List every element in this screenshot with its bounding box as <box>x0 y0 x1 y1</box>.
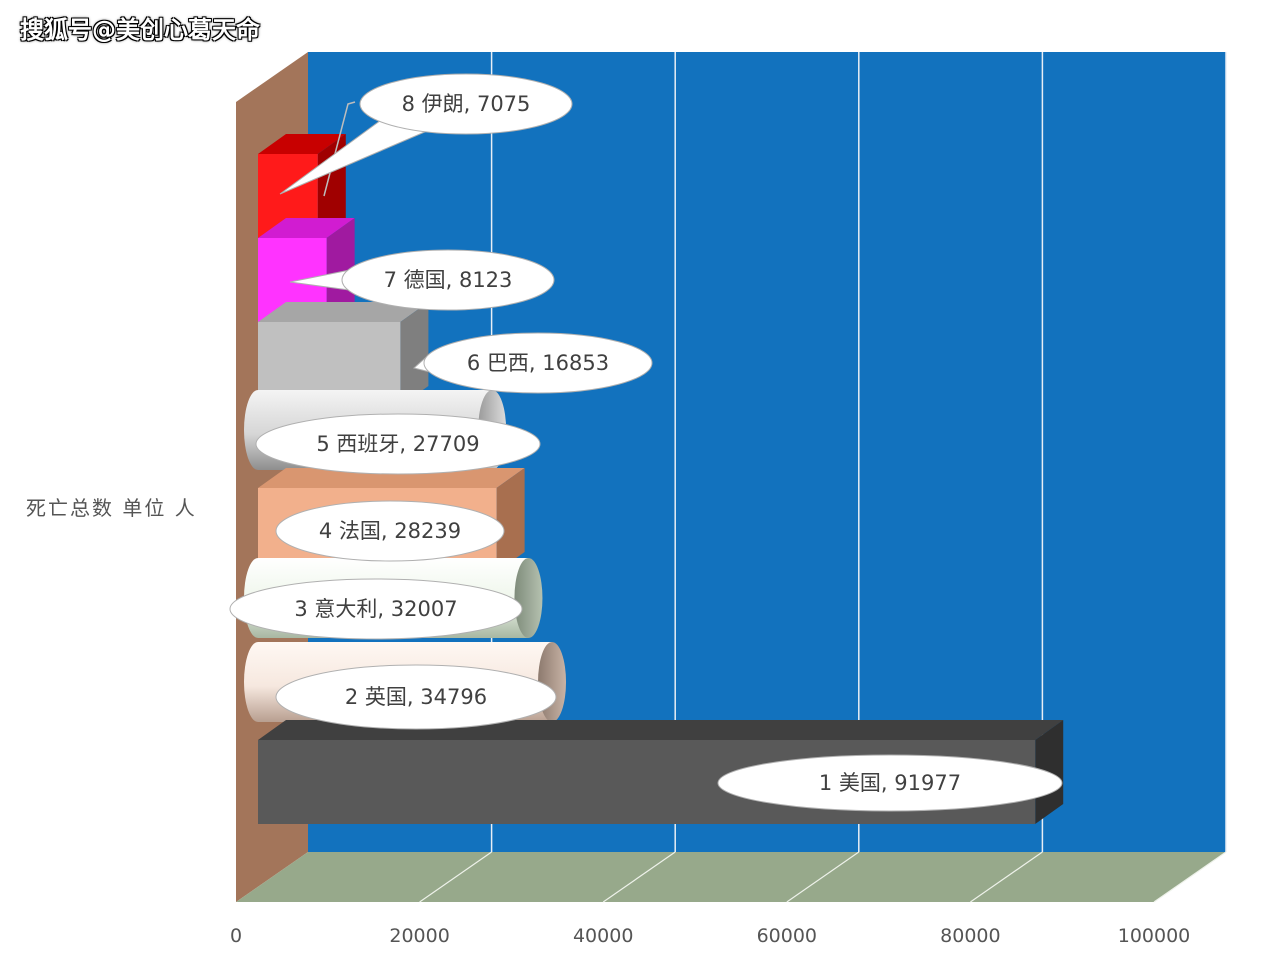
watermark-text: 搜狐号@美创心葛天命 <box>20 16 260 44</box>
x-tick-label: 100000 <box>1117 925 1191 947</box>
bar-side-face <box>400 302 429 406</box>
data-label: 6 巴西, 16853 <box>467 351 609 375</box>
gridline-floor <box>786 851 860 903</box>
callout-bubble <box>275 500 505 562</box>
callout-bubble <box>229 578 523 640</box>
data-label: 4 法国, 28239 <box>319 519 461 543</box>
data-label: 5 西班牙, 27709 <box>316 432 479 456</box>
gridline-floor <box>970 851 1043 903</box>
floor <box>236 852 1226 902</box>
bar-top-face <box>258 134 346 154</box>
data-label: 2 英国, 34796 <box>345 685 487 709</box>
bar-side-face <box>326 218 355 322</box>
x-tick-label: 20000 <box>389 925 450 947</box>
bar-side-face <box>496 468 525 572</box>
gridline-floor <box>602 851 676 903</box>
callout-bubble <box>717 754 1063 812</box>
data-label: 8 伊朗, 7075 <box>402 92 531 116</box>
bar-top-face <box>258 218 355 238</box>
x-tick-label: 80000 <box>940 925 1001 947</box>
data-label: 7 德国, 8123 <box>384 268 513 292</box>
callout-bubble <box>255 413 541 475</box>
x-tick-label: 0 <box>229 925 243 947</box>
bar-cap <box>514 558 543 638</box>
data-label-callouts: 1 美国, 91977 2 英国, 34796 3 意大利, 32007 4 法国, … <box>229 73 1063 812</box>
gridline-floor <box>419 851 492 903</box>
data-label: 3 意大利, 32007 <box>294 597 457 621</box>
callout-bubble-fill <box>425 334 651 392</box>
gridline-floor <box>1153 851 1227 903</box>
x-tick-label: 40000 <box>572 925 634 947</box>
bar-top-face <box>258 468 525 488</box>
y-axis-label: 死亡总数 单位 人 <box>26 496 197 520</box>
data-label: 1 美国, 91977 <box>819 771 961 795</box>
x-tick-label: 60000 <box>756 925 818 947</box>
callout-bubble-fill <box>361 75 571 133</box>
callout-bubble-fill <box>343 251 553 309</box>
callout-bubble <box>275 664 557 730</box>
bar-top-face <box>258 302 429 322</box>
